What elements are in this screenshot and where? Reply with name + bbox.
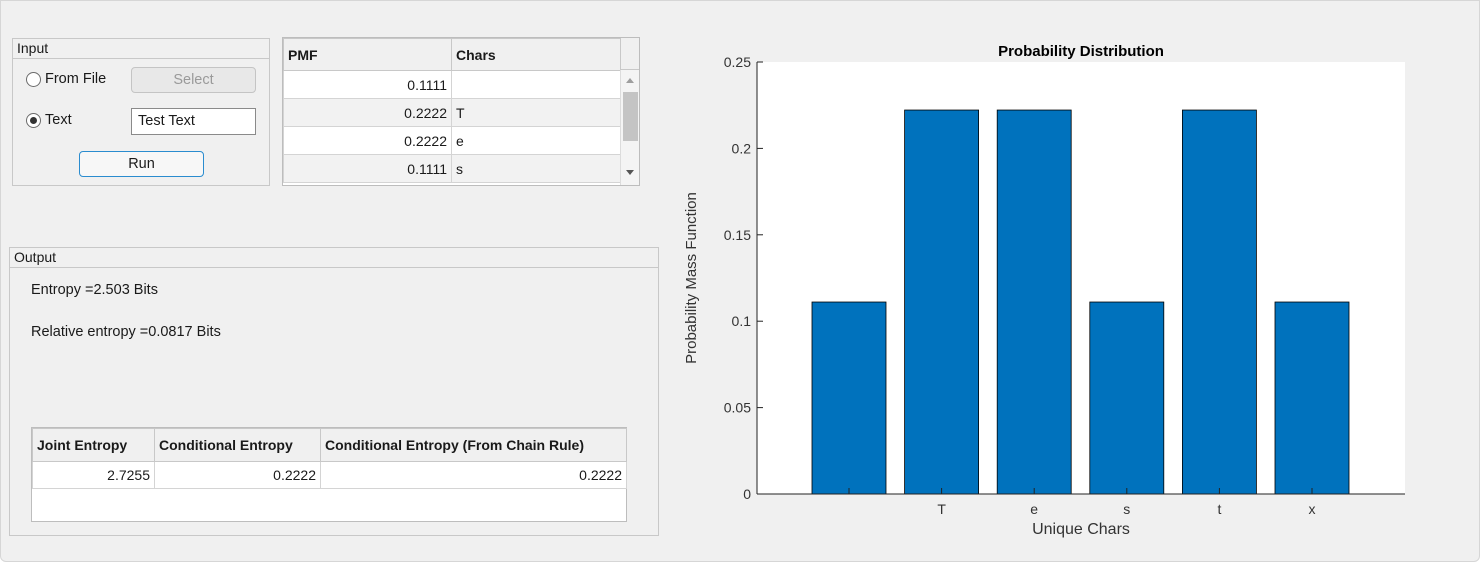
bar-5 [1274, 301, 1350, 495]
pmf-header-filler [620, 38, 639, 70]
bar-2 [996, 109, 1072, 495]
pmf-cell[interactable]: 0.2222 [283, 98, 452, 127]
y-tick-label-3: 0.15 [724, 227, 751, 243]
conditional-entropy-header[interactable]: Conditional Entropy [154, 428, 321, 462]
probability-chart: Probability Distribution 0 0.05 0.1 0.15 0.2 0… [683, 43, 1405, 538]
text-input[interactable]: Test Text [131, 108, 256, 135]
pmf-cell[interactable]: 0.2222 [283, 126, 452, 155]
char-cell[interactable]: T [451, 98, 621, 127]
pmf-table-container: PMF Chars 0.1111 0.2222 T 0.2222 e [282, 37, 640, 186]
joint-entropy-header[interactable]: Joint Entropy [32, 428, 155, 462]
chart-title: Probability Distribution [998, 43, 1164, 60]
y-axis-label: Probability Mass Function [683, 192, 700, 364]
x-axis-label: Unique Chars [1032, 521, 1130, 538]
table-row[interactable]: 2.7255 0.2222 0.2222 [32, 461, 627, 489]
from-file-radio[interactable] [26, 71, 41, 87]
input-panel: Input From File Select Text Test Text Ru… [12, 38, 270, 186]
chain-rule-entropy-cell[interactable]: 0.2222 [320, 461, 627, 489]
joint-entropy-cell[interactable]: 2.7255 [32, 461, 155, 489]
char-cell[interactable]: e [451, 126, 621, 155]
from-file-label: From File [45, 71, 107, 87]
scrollbar-thumb[interactable] [623, 92, 638, 141]
run-button[interactable]: Run [79, 151, 204, 177]
y-tick-label-4: 0.2 [732, 140, 752, 156]
table-row[interactable]: 0.2222 T [283, 98, 621, 127]
pmf-scrollbar[interactable] [620, 70, 639, 185]
relative-entropy-text: Relative entropy =0.0817 Bits [31, 324, 221, 340]
char-cell[interactable]: s [451, 154, 621, 183]
output-panel-title: Output [10, 248, 658, 268]
output-panel: Output Entropy =2.503 Bits Relative entr… [9, 247, 659, 536]
bar-3 [1089, 301, 1165, 495]
x-tick-label-1: T [937, 501, 946, 517]
chain-rule-entropy-header[interactable]: Conditional Entropy (From Chain Rule) [320, 428, 627, 462]
text-radio-label: Text [45, 112, 72, 128]
x-tick-label-5: x [1309, 501, 1316, 517]
entropy-text: Entropy =2.503 Bits [31, 282, 158, 298]
select-file-button[interactable]: Select [131, 67, 256, 93]
pmf-column-header[interactable]: PMF [283, 38, 452, 71]
pmf-table: PMF Chars 0.1111 0.2222 T 0.2222 e [283, 38, 621, 183]
scroll-down-arrow-icon[interactable] [626, 170, 634, 175]
input-panel-title: Input [13, 39, 269, 59]
y-tick-label-1: 0.05 [724, 400, 751, 416]
bar-1 [904, 109, 980, 495]
scroll-up-arrow-icon[interactable] [626, 78, 634, 83]
entropy-table: Joint Entropy Conditional Entropy Condit… [32, 428, 627, 489]
table-row[interactable]: 0.2222 e [283, 126, 621, 155]
x-tick-label-3: s [1123, 501, 1130, 517]
table-row[interactable]: 0.1111 [283, 70, 621, 99]
chars-column-header[interactable]: Chars [451, 38, 621, 71]
entropy-table-container: Joint Entropy Conditional Entropy Condit… [31, 427, 627, 522]
conditional-entropy-cell[interactable]: 0.2222 [154, 461, 321, 489]
x-tick-label-4: t [1217, 501, 1221, 517]
x-tick-label-2: e [1030, 501, 1038, 517]
y-tick-label-2: 0.1 [732, 313, 752, 329]
bar-4 [1182, 109, 1257, 495]
pmf-cell[interactable]: 0.1111 [283, 154, 452, 183]
pmf-cell[interactable]: 0.1111 [283, 70, 452, 99]
bar-0 [811, 301, 887, 495]
text-radio-row[interactable]: Text [26, 112, 72, 128]
from-file-radio-row[interactable]: From File [26, 71, 106, 87]
y-tick-label-5: 0.25 [724, 54, 751, 70]
char-cell[interactable] [451, 70, 621, 99]
y-tick-label-0: 0 [743, 486, 751, 502]
table-row[interactable]: 0.1111 s [283, 154, 621, 183]
text-radio[interactable] [26, 112, 41, 128]
